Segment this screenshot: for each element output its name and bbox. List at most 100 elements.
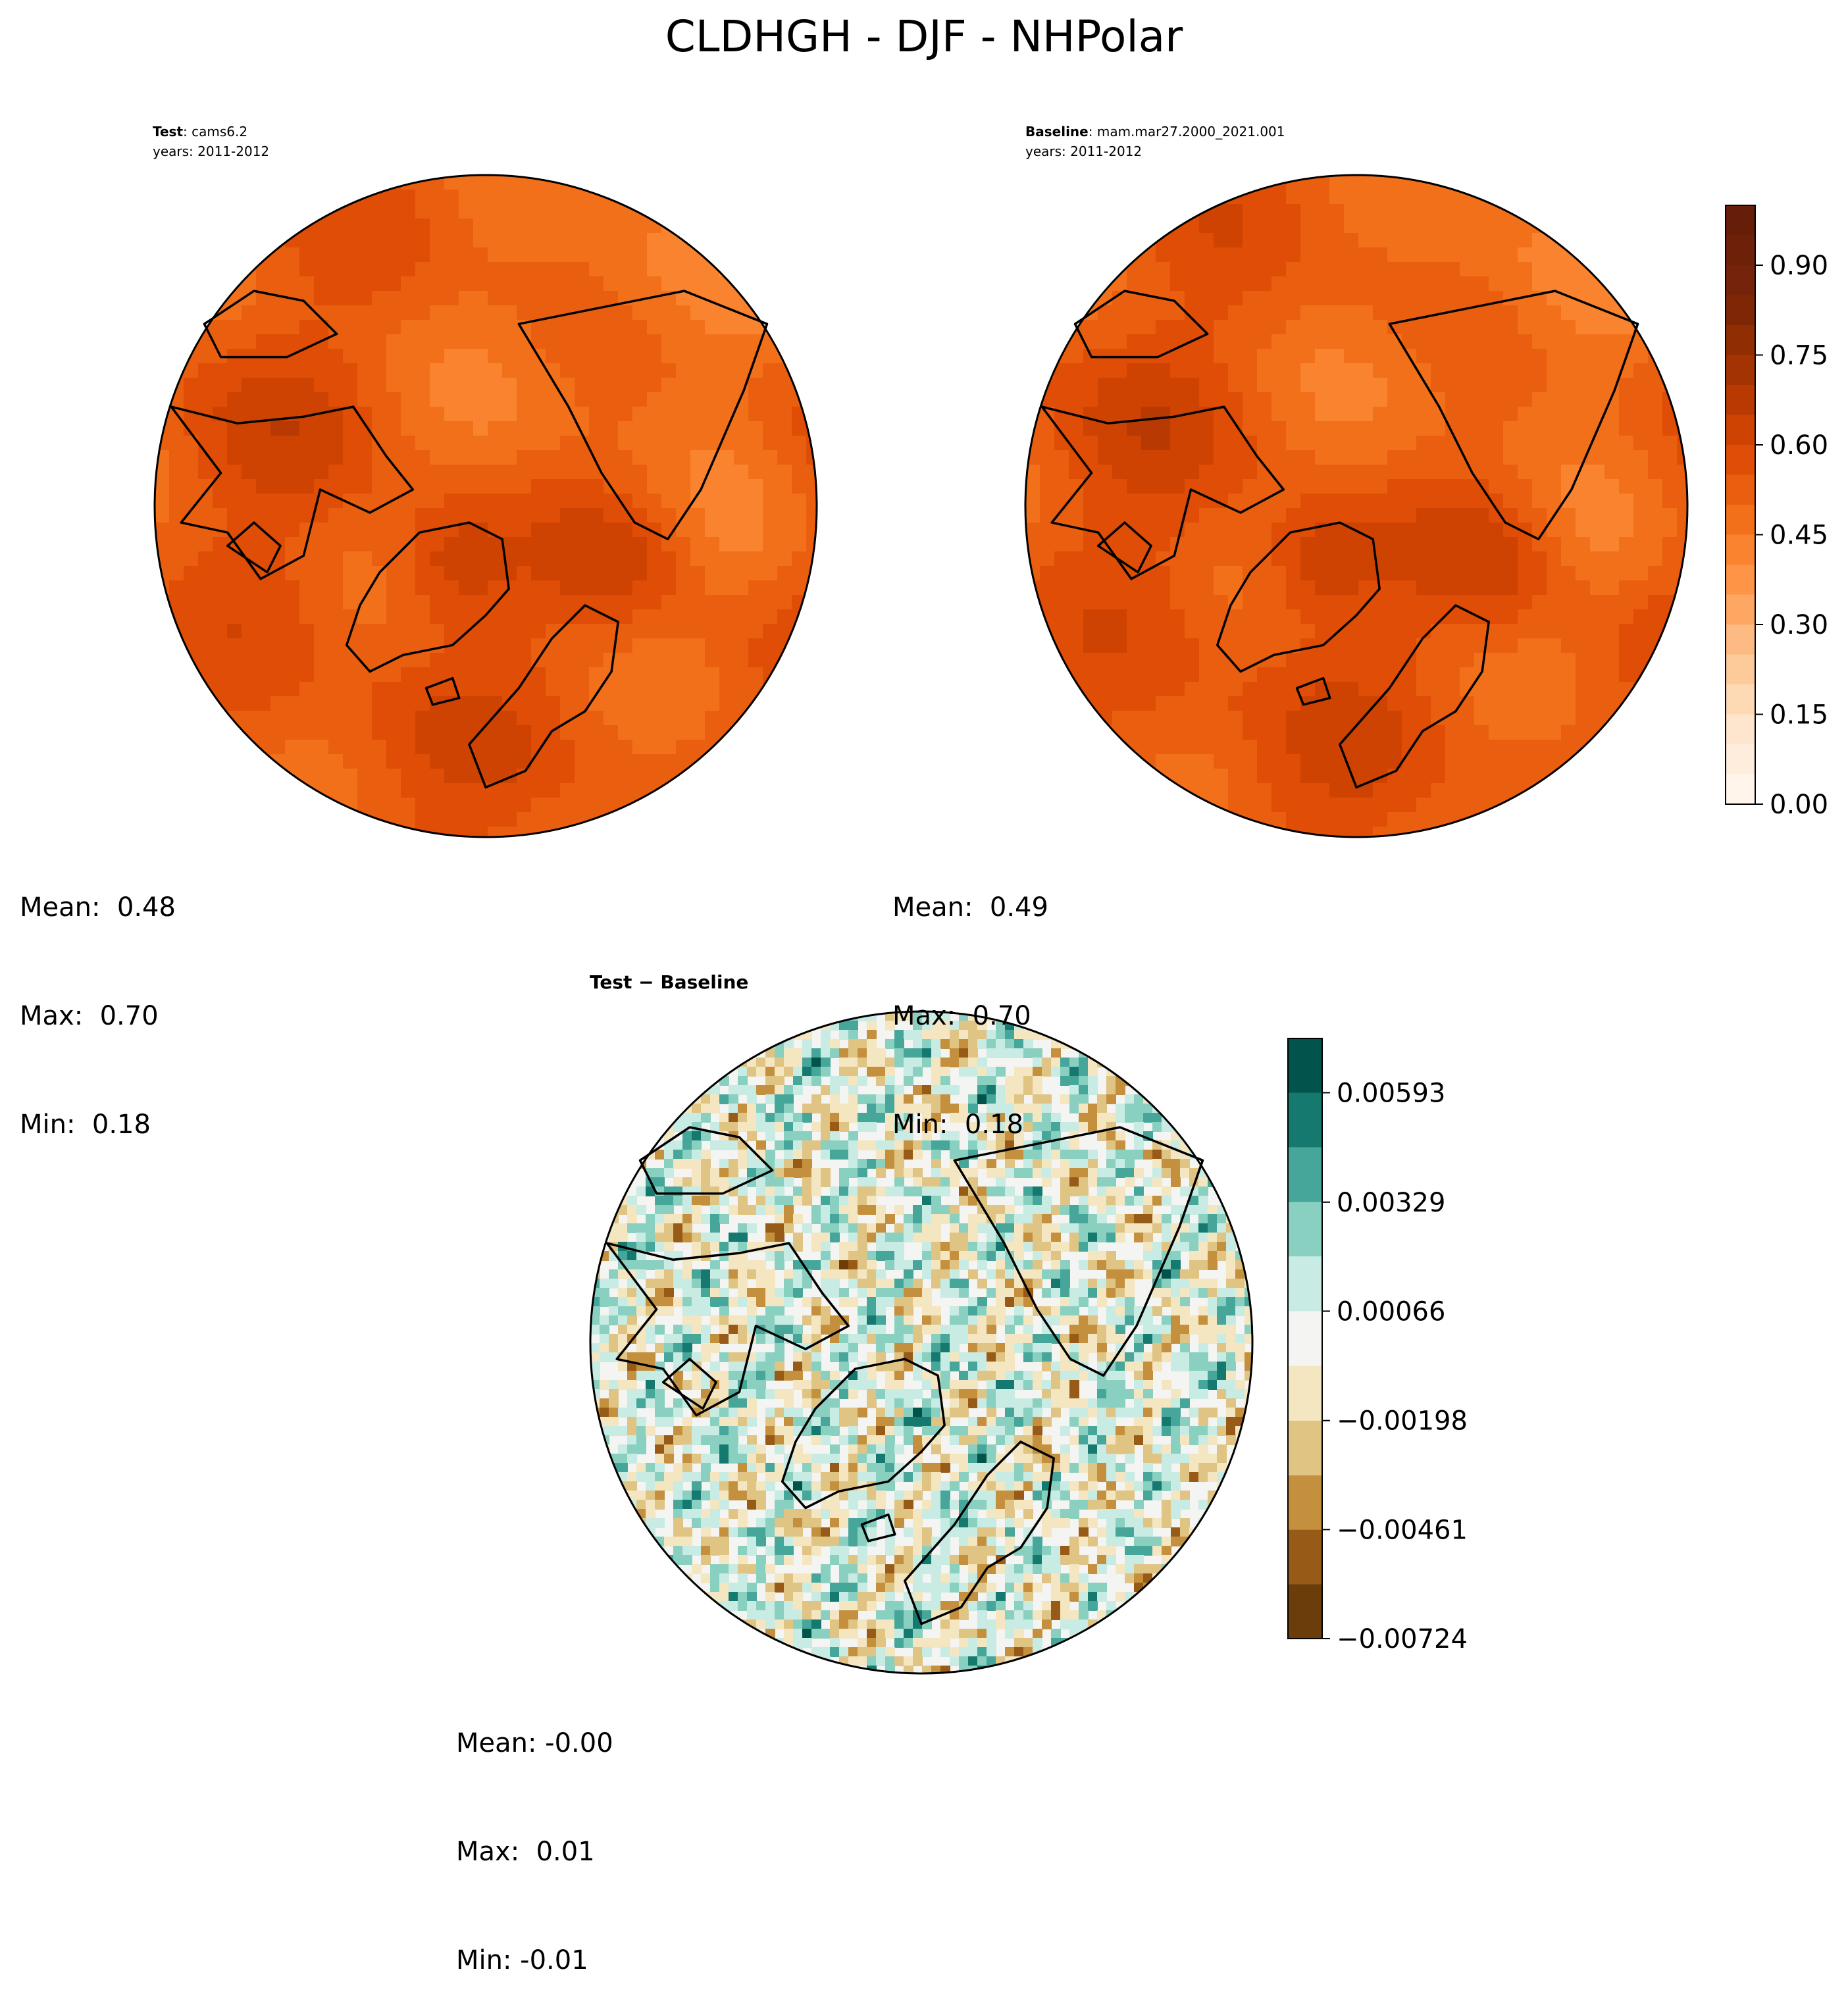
field-cell: [1023, 1233, 1033, 1242]
field-cell: [1416, 609, 1431, 625]
field-cell: [1286, 812, 1301, 827]
field-cell: [242, 407, 257, 422]
field-cell: [1518, 740, 1533, 755]
field-cell: [603, 204, 619, 219]
field-cell: [1069, 1233, 1079, 1242]
field-cell: [632, 551, 648, 567]
field-cell: [1040, 566, 1055, 581]
field-cell: [386, 580, 401, 596]
field-cell: [401, 711, 416, 726]
field-cell: [904, 1260, 913, 1270]
field-cell: [256, 436, 271, 451]
field-cell: [1358, 667, 1373, 682]
field-cell: [1214, 349, 1229, 364]
field-cell: [1315, 653, 1330, 668]
field-cell: [1518, 580, 1533, 596]
field-cell: [1214, 276, 1229, 292]
field-cell: [1040, 537, 1055, 552]
field-cell: [830, 1223, 840, 1233]
field-cell: [328, 769, 344, 784]
field-cell: [169, 537, 184, 552]
field-cell: [1106, 1223, 1116, 1233]
field-cell: [765, 1186, 775, 1196]
field-cell: [1226, 1306, 1236, 1316]
field-cell: [632, 421, 648, 436]
field-cell: [1185, 204, 1200, 219]
field-cell: [1590, 624, 1605, 639]
field-cell: [1358, 378, 1373, 393]
field-cell: [1590, 291, 1605, 306]
field-cell: [198, 595, 213, 610]
field-cell: [1069, 1205, 1079, 1215]
field-cell: [1474, 537, 1489, 552]
field-cell: [876, 1168, 886, 1178]
field-cell: [1235, 1279, 1245, 1288]
field-cell: [1373, 595, 1388, 610]
field-cell: [661, 320, 677, 335]
field-cell: [1033, 1223, 1042, 1233]
field-cell: [821, 1315, 831, 1325]
field-cell: [661, 276, 677, 292]
field-cell: [1286, 392, 1301, 407]
field-cell: [719, 1140, 729, 1150]
field-cell: [1069, 580, 1084, 596]
field-cell: [1547, 363, 1562, 378]
field-cell: [401, 638, 416, 653]
field-cell: [1185, 653, 1200, 668]
field-cell: [488, 204, 503, 219]
field-cell: [357, 624, 372, 639]
field-cell: [357, 436, 372, 451]
field-cell: [1315, 537, 1330, 552]
field-cell: [1532, 754, 1547, 769]
field-cell: [647, 407, 662, 422]
field-cell: [1315, 436, 1330, 451]
field-cell: [1329, 436, 1345, 451]
field-cell: [1152, 1288, 1162, 1298]
field-cell: [1373, 262, 1388, 277]
field-cell: [1060, 1279, 1070, 1288]
field-cell: [1604, 580, 1620, 596]
field-cell: [1051, 1242, 1061, 1252]
field-cell: [299, 740, 315, 755]
field-cell: [1125, 1150, 1135, 1160]
field-cell: [876, 1150, 886, 1160]
field-cell: [270, 595, 286, 610]
field-cell: [1127, 508, 1142, 523]
field-cell: [627, 1251, 637, 1261]
field-cell: [1648, 479, 1663, 494]
field-cell: [1445, 523, 1460, 538]
field-cell: [664, 1260, 674, 1270]
field-cell: [1014, 1233, 1024, 1242]
field-cell: [636, 1297, 646, 1307]
field-cell: [1143, 1269, 1153, 1279]
field-cell: [692, 1150, 702, 1160]
field-cell: [1576, 537, 1591, 552]
field-cell: [299, 754, 315, 769]
field-cell: [1199, 624, 1214, 639]
field-cell: [1156, 725, 1171, 740]
field-cell: [531, 436, 546, 451]
field-cell: [632, 407, 648, 422]
field-cell: [1098, 407, 1113, 422]
field-cell: [793, 1233, 803, 1242]
field-cell: [517, 247, 532, 263]
field-cell: [227, 479, 242, 494]
field-cell: [1315, 595, 1330, 610]
field-cell: [618, 305, 633, 320]
field-cell: [1460, 798, 1475, 813]
field-cell: [314, 740, 329, 755]
field-cell: [1300, 725, 1316, 740]
field-cell: [546, 696, 561, 711]
field-cell: [661, 696, 677, 711]
field-cell: [1199, 696, 1214, 711]
field-cell: [560, 378, 575, 393]
field-cell: [1189, 1251, 1199, 1261]
field-cell: [1185, 769, 1200, 784]
field-cell: [256, 392, 271, 407]
field-cell: [1069, 1297, 1079, 1307]
field-cell: [473, 190, 488, 205]
field-cell: [1106, 1168, 1116, 1178]
field-cell: [673, 1297, 683, 1307]
field-cell: [546, 479, 561, 494]
field-cell: [242, 392, 257, 407]
